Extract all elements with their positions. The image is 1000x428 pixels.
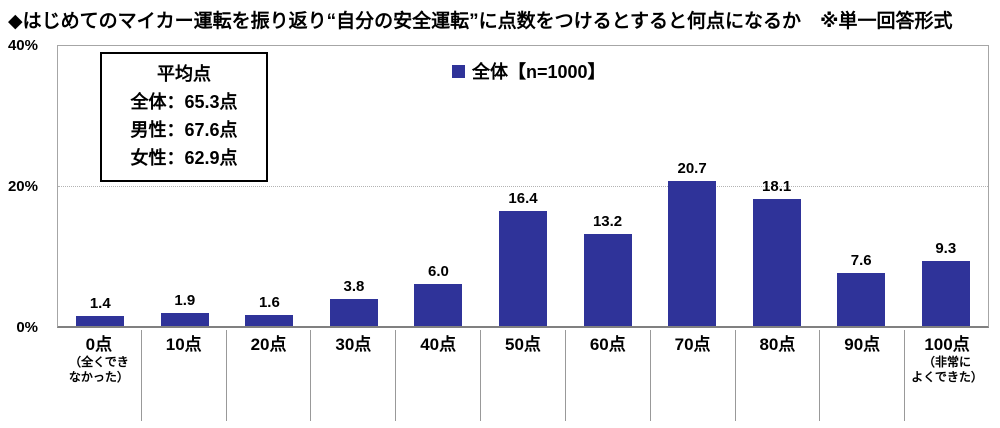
bar xyxy=(921,260,970,326)
bar xyxy=(499,211,547,326)
bar-slot: 7.6 xyxy=(819,46,904,326)
x-category: 30点 xyxy=(311,330,397,421)
bar xyxy=(160,312,209,326)
bars: 1.4 1.9 1.6 3.8 6.0 16.4 13.2 20.7 18.1 7.6 9.3 xyxy=(58,46,988,326)
x-category: 70点 xyxy=(651,330,736,421)
x-category: 40点 xyxy=(396,330,482,421)
x-category-label: 90点 xyxy=(844,335,881,354)
x-category-label: 0点 xyxy=(85,335,113,354)
x-category-label: 70点 xyxy=(674,335,711,354)
x-category: 20点 xyxy=(227,330,312,421)
bar-value-label: 3.8 xyxy=(343,278,365,296)
bar-slot: 1.6 xyxy=(227,46,312,326)
bar-value-label: 18.1 xyxy=(762,178,792,196)
legend-label: 全体【n=1000】 xyxy=(472,62,606,82)
bar-slot: 20.7 xyxy=(650,46,735,326)
average-overall: 全体：65.3点 xyxy=(130,92,238,112)
x-category-label: 80点 xyxy=(759,335,796,354)
x-category-sublabel: よくできた） xyxy=(911,370,983,384)
x-category-sublabel: なかった） xyxy=(68,370,129,384)
x-category: 50点 xyxy=(481,330,566,421)
x-category: 0点 （全くでき なかった） xyxy=(57,330,142,421)
plot-area: 1.4 1.9 1.6 3.8 6.0 16.4 13.2 20.7 18.1 7.6 9.3 xyxy=(57,45,989,328)
average-box-title: 平均点 xyxy=(157,64,211,84)
bar-slot: 13.2 xyxy=(565,46,650,326)
gridline-20-percent xyxy=(58,186,988,187)
bar xyxy=(752,199,801,326)
bar-value-label: 1.6 xyxy=(258,293,280,311)
bar-value-label: 9.3 xyxy=(935,239,957,257)
x-category-label: 100点 xyxy=(924,335,970,354)
bar-slot: 9.3 xyxy=(903,46,988,326)
bar xyxy=(583,233,632,326)
x-category-label: 40点 xyxy=(420,335,457,354)
bar-value-label: 20.7 xyxy=(677,160,707,178)
x-category-label: 60点 xyxy=(589,335,626,354)
y-axis-tick-40: 40% xyxy=(7,37,38,54)
bar xyxy=(668,181,717,326)
x-category: 80点 xyxy=(736,330,821,421)
x-category-label: 50点 xyxy=(505,335,541,354)
x-category: 100点 （非常に よくできた） xyxy=(905,330,989,421)
bar-value-label: 7.6 xyxy=(850,251,872,269)
x-category-label: 10点 xyxy=(165,335,202,354)
y-axis-tick-0: 0% xyxy=(16,319,38,336)
legend-swatch-icon xyxy=(452,64,465,78)
average-female: 女性：62.9点 xyxy=(130,148,238,168)
bar xyxy=(329,299,378,326)
bar-slot: 16.4 xyxy=(481,46,566,326)
x-category: 60点 xyxy=(566,330,651,421)
bar-slot: 1.9 xyxy=(143,46,228,326)
x-category-label: 20点 xyxy=(250,335,287,354)
x-category: 90点 xyxy=(820,330,906,421)
bar-slot: 1.4 xyxy=(58,46,143,326)
bar-value-label: 1.4 xyxy=(89,295,111,313)
bar xyxy=(76,316,125,326)
average-male: 男性：67.6点 xyxy=(130,120,238,140)
bar-slot: 18.1 xyxy=(734,46,819,326)
bar-slot: 3.8 xyxy=(312,46,397,326)
bar xyxy=(414,284,463,326)
average-score-box: 平均点 全体：65.3点 男性：67.6点 女性：62.9点 xyxy=(100,52,268,182)
bar xyxy=(837,272,886,326)
legend: 全体【n=1000】 xyxy=(452,58,606,84)
bar-value-label: 6.0 xyxy=(428,263,449,280)
x-category-sublabel: （非常に xyxy=(923,355,972,369)
y-axis-tick-20: 20% xyxy=(7,178,38,195)
bar-value-label: 1.9 xyxy=(174,291,196,309)
bar-value-label: 16.4 xyxy=(508,190,538,208)
chart-title: ◆はじめてのマイカー運転を振り返り“自分の安全運転”に点数をつけるとすると何点に… xyxy=(8,11,953,32)
bar xyxy=(245,314,294,326)
x-axis: 0点 （全くでき なかった） 10点 20点 30点 40点 50点 60点 70点 80点 90点 1… xyxy=(57,330,989,428)
x-category-label: 30点 xyxy=(335,335,372,354)
x-category: 10点 xyxy=(142,330,227,421)
x-category-sublabel: （全くでき xyxy=(69,355,129,369)
bar-value-label: 13.2 xyxy=(592,212,623,230)
bar-slot: 6.0 xyxy=(396,46,481,326)
